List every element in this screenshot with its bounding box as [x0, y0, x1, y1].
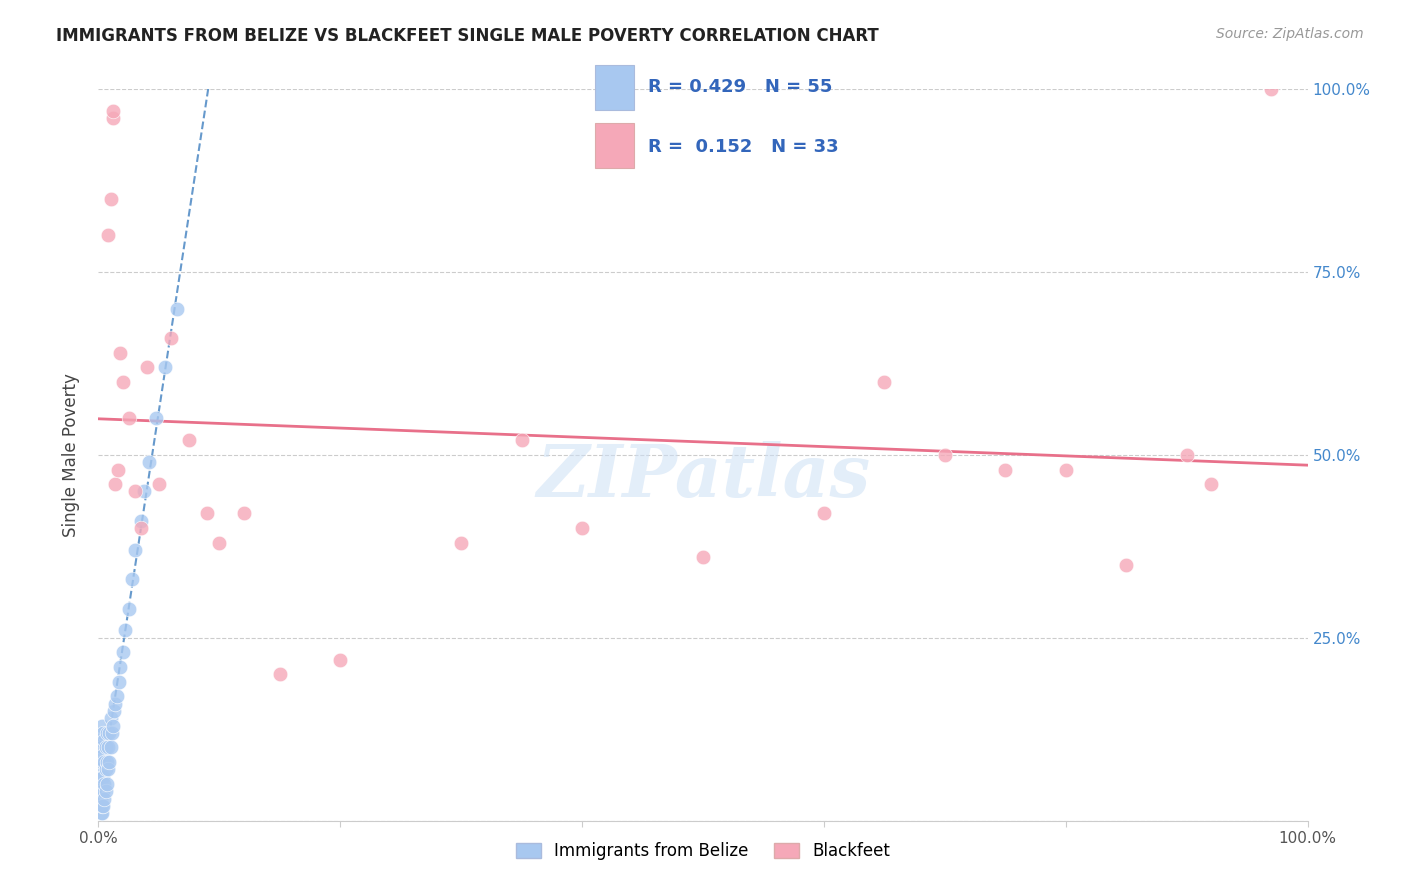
Point [1115, 558, 1137, 572]
Point [100, 711, 122, 725]
Point [329, 653, 352, 667]
Point [100, 740, 122, 755]
Point [208, 535, 231, 549]
Point [93, 733, 115, 747]
Point [90, 806, 112, 821]
Point [510, 434, 533, 448]
Point [94, 763, 117, 777]
FancyBboxPatch shape [595, 65, 634, 110]
Point [111, 375, 134, 389]
Point [91, 784, 114, 798]
Point [145, 411, 167, 425]
Point [96, 777, 118, 791]
Point [93, 777, 115, 791]
Point [89, 770, 111, 784]
Point [118, 601, 141, 615]
Point [97, 740, 120, 755]
Point [129, 521, 152, 535]
Point [100, 192, 122, 206]
Point [101, 104, 124, 119]
Point [1054, 462, 1077, 476]
Point [692, 550, 714, 565]
Point [105, 690, 128, 704]
Legend: Immigrants from Belize, Blackfeet: Immigrants from Belize, Blackfeet [509, 836, 897, 867]
Point [94, 740, 117, 755]
Point [1175, 448, 1198, 462]
Point [134, 484, 156, 499]
Point [1260, 82, 1282, 96]
Point [91, 747, 114, 762]
Point [101, 718, 124, 732]
Point [91, 784, 114, 798]
Point [104, 477, 127, 491]
Point [153, 360, 176, 375]
Point [1199, 477, 1222, 491]
Point [873, 375, 896, 389]
Point [91, 726, 114, 740]
Point [124, 543, 146, 558]
Point [91, 755, 114, 769]
Point [91, 718, 114, 732]
Point [103, 704, 125, 718]
Point [90, 763, 112, 777]
FancyBboxPatch shape [595, 123, 634, 169]
Point [93, 755, 115, 769]
Point [124, 484, 146, 499]
Point [135, 360, 157, 375]
Point [91, 770, 114, 784]
Point [114, 624, 136, 638]
Point [994, 462, 1017, 476]
Point [108, 345, 131, 359]
Point [121, 572, 143, 586]
Point [97, 228, 120, 243]
Text: IMMIGRANTS FROM BELIZE VS BLACKFEET SINGLE MALE POVERTY CORRELATION CHART: IMMIGRANTS FROM BELIZE VS BLACKFEET SING… [56, 27, 879, 45]
Point [90, 791, 112, 805]
Point [90, 733, 112, 747]
Text: R =  0.152   N = 33: R = 0.152 N = 33 [648, 138, 839, 156]
Point [148, 477, 170, 491]
Point [129, 514, 152, 528]
Point [111, 645, 134, 659]
Text: R = 0.429   N = 55: R = 0.429 N = 55 [648, 78, 832, 96]
Point [91, 799, 114, 814]
Point [232, 507, 254, 521]
Text: ZIPatlas: ZIPatlas [536, 442, 870, 512]
Point [96, 726, 118, 740]
Point [138, 455, 160, 469]
Point [94, 784, 117, 798]
Point [91, 740, 114, 755]
Point [93, 791, 115, 805]
Point [179, 434, 201, 448]
Point [108, 674, 131, 689]
Y-axis label: Single Male Poverty: Single Male Poverty [62, 373, 80, 537]
Point [91, 806, 114, 821]
Point [195, 507, 218, 521]
Point [100, 726, 122, 740]
Point [89, 799, 111, 814]
Point [934, 448, 956, 462]
Point [89, 784, 111, 798]
Point [101, 112, 124, 126]
Point [98, 755, 121, 769]
Point [91, 799, 114, 814]
Point [166, 301, 188, 316]
Point [813, 507, 835, 521]
Point [90, 747, 112, 762]
Text: Source: ZipAtlas.com: Source: ZipAtlas.com [1216, 27, 1364, 41]
Point [108, 660, 131, 674]
Point [97, 763, 120, 777]
Point [269, 667, 291, 681]
Point [450, 535, 472, 549]
Point [90, 777, 112, 791]
Point [160, 331, 183, 345]
Point [107, 462, 129, 476]
Point [98, 726, 121, 740]
Point [104, 697, 127, 711]
Point [118, 411, 141, 425]
Point [571, 521, 593, 535]
Point [91, 770, 114, 784]
Point [96, 755, 118, 769]
